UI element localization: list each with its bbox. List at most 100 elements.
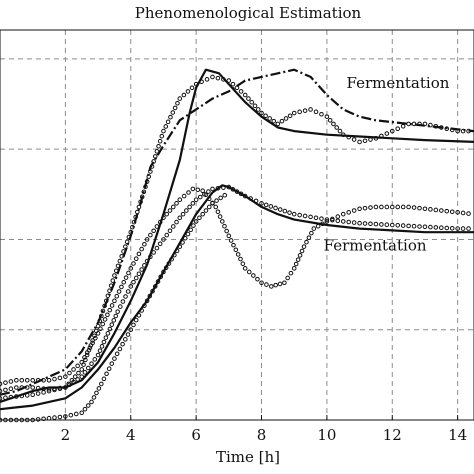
series-5-point bbox=[297, 212, 302, 218]
series-4-point bbox=[57, 375, 63, 381]
series-5-point bbox=[142, 263, 147, 268]
series-5-point bbox=[330, 217, 335, 223]
series-5-point bbox=[14, 394, 19, 399]
series-4-point bbox=[102, 317, 108, 322]
series-5-point bbox=[92, 357, 98, 362]
series-1-point bbox=[230, 81, 236, 87]
series-1-point bbox=[238, 89, 244, 94]
series-1-point bbox=[234, 85, 240, 91]
series-4-point bbox=[228, 238, 234, 243]
series-6-point bbox=[177, 244, 183, 249]
series-4-point bbox=[460, 210, 466, 216]
series-2-line bbox=[0, 68, 474, 396]
series-4-point bbox=[30, 377, 35, 383]
series-4-point bbox=[71, 367, 76, 372]
series-4-point bbox=[422, 206, 428, 212]
series-5-point bbox=[82, 370, 88, 375]
series-5-point bbox=[449, 226, 455, 231]
series-4-point bbox=[95, 331, 101, 336]
series-4-point bbox=[306, 235, 312, 240]
series-5-point bbox=[3, 395, 8, 401]
series-1-point bbox=[334, 125, 340, 130]
series-5-point bbox=[263, 202, 269, 208]
series-4-point bbox=[67, 370, 72, 376]
series-3-line bbox=[0, 184, 474, 411]
series-6-markers bbox=[0, 192, 228, 423]
series-4-point bbox=[224, 228, 229, 234]
series-5-point bbox=[389, 222, 395, 228]
series-6-point bbox=[120, 341, 125, 347]
series-1-point bbox=[30, 385, 35, 390]
series-5-point bbox=[428, 224, 433, 230]
series-5-point bbox=[63, 385, 68, 390]
series-1-point bbox=[46, 387, 52, 392]
series-1-point bbox=[141, 189, 147, 195]
series-6-point bbox=[82, 406, 88, 412]
series-5-point bbox=[439, 225, 444, 231]
series-4-point bbox=[174, 201, 179, 206]
series-4-point bbox=[128, 266, 134, 271]
series-4-point bbox=[297, 253, 303, 258]
series-5-point bbox=[67, 382, 72, 388]
series-4-point bbox=[139, 246, 144, 252]
series-4-point bbox=[400, 204, 406, 210]
series-4-point bbox=[98, 326, 103, 331]
series-6-point bbox=[163, 265, 169, 271]
series-5-point bbox=[180, 211, 186, 217]
series-5-point bbox=[351, 220, 357, 225]
series-5-point bbox=[46, 388, 52, 394]
series-5-point bbox=[177, 215, 183, 221]
series-4-point bbox=[170, 204, 176, 210]
series-4-markers bbox=[0, 186, 471, 387]
series-5-point bbox=[71, 379, 76, 385]
series-1-point bbox=[79, 367, 85, 372]
series-4-point bbox=[123, 275, 129, 280]
series-4-point bbox=[121, 279, 127, 285]
series-4-point bbox=[133, 256, 139, 262]
series-4-point bbox=[3, 380, 8, 385]
series-4-point bbox=[269, 284, 274, 289]
series-4-point bbox=[219, 219, 225, 224]
series-6-point bbox=[155, 279, 161, 284]
series-6-point bbox=[169, 257, 174, 262]
series-5-point bbox=[190, 201, 196, 206]
series-1-point bbox=[181, 92, 187, 98]
series-4-point bbox=[41, 377, 46, 383]
series-6-point bbox=[99, 381, 104, 387]
series-5-point bbox=[85, 365, 91, 371]
series-1-point bbox=[8, 386, 14, 392]
series-4-point bbox=[368, 205, 373, 210]
series-4-point bbox=[389, 204, 395, 210]
series-5-point bbox=[41, 390, 46, 395]
series-6-point bbox=[57, 414, 63, 420]
series-6-point bbox=[200, 211, 205, 217]
series-5-point bbox=[184, 208, 189, 213]
series-4-point bbox=[157, 219, 163, 225]
series-1-point bbox=[210, 74, 215, 80]
series-4-point bbox=[142, 241, 147, 247]
series-5-point bbox=[308, 214, 313, 220]
series-4-point bbox=[231, 242, 236, 248]
series-4-point bbox=[14, 377, 19, 383]
series-6-point bbox=[41, 416, 46, 422]
series-5-point bbox=[193, 197, 199, 203]
series-4-point bbox=[264, 282, 269, 287]
series-6-point bbox=[206, 204, 212, 210]
series-1-point bbox=[444, 126, 450, 132]
series-5-point bbox=[417, 224, 422, 229]
series-1-point bbox=[90, 338, 95, 343]
series-4-point bbox=[206, 196, 212, 202]
series-1-point bbox=[215, 75, 221, 81]
series-1-point bbox=[92, 333, 97, 339]
series-5-point bbox=[30, 392, 35, 398]
series-6-point bbox=[91, 395, 97, 400]
annotation-fermentation-upper: Fermentation bbox=[347, 74, 450, 92]
series-6-point bbox=[222, 192, 228, 198]
series-5-point bbox=[117, 304, 123, 309]
series-1-point bbox=[327, 117, 333, 123]
series-1-point bbox=[172, 105, 178, 111]
series-4-point bbox=[217, 214, 223, 219]
series-1-point bbox=[185, 89, 191, 94]
series-4-point bbox=[0, 381, 3, 387]
series-6-point bbox=[197, 215, 202, 221]
